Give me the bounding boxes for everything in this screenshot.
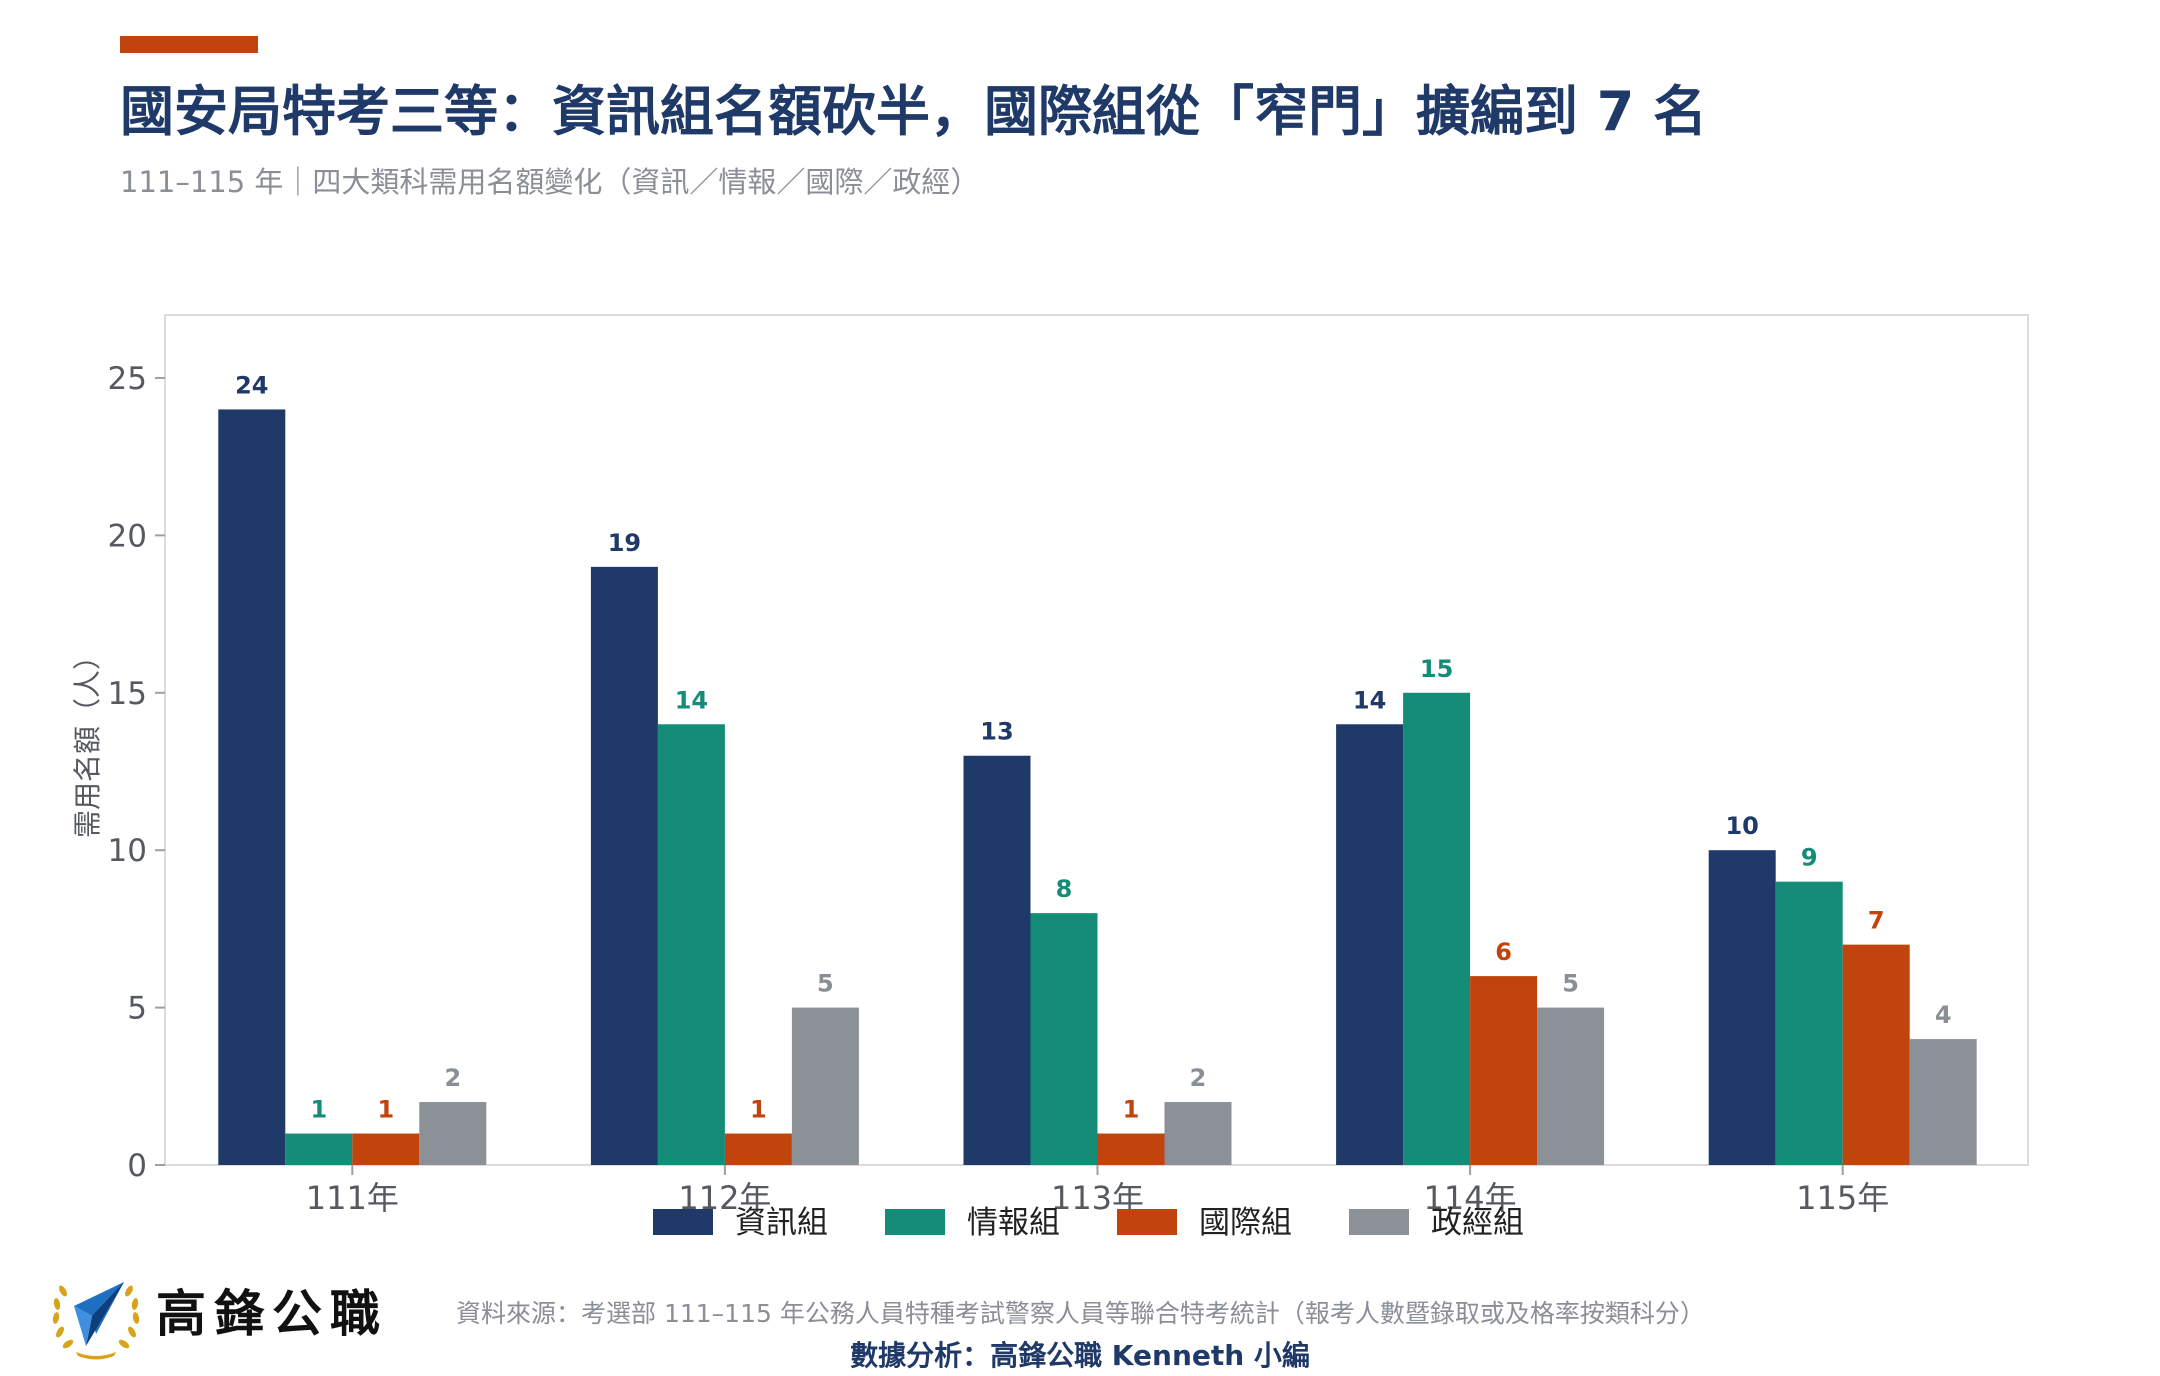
bar (724, 1133, 792, 1165)
bar (590, 566, 658, 1165)
bar (1775, 881, 1843, 1165)
legend-label: 情報組 (967, 1205, 1060, 1241)
bar-value-label: 19 (608, 529, 641, 557)
bar (657, 724, 725, 1165)
title-accent-bar (120, 36, 258, 53)
legend-label: 國際組 (1199, 1205, 1292, 1241)
bar-value-label: 13 (980, 718, 1013, 746)
bar-value-label: 5 (1562, 970, 1579, 998)
x-tick-label: 115年 (1796, 1179, 1889, 1217)
y-tick-label: 5 (127, 991, 147, 1027)
y-tick-label: 10 (108, 833, 147, 869)
legend-swatch (885, 1209, 945, 1235)
bar (1708, 850, 1776, 1165)
bar-value-label: 1 (310, 1096, 327, 1124)
bar-value-label: 5 (817, 970, 834, 998)
bar (218, 409, 286, 1165)
bar-value-label: 14 (1353, 686, 1386, 714)
bar-value-label: 2 (444, 1064, 461, 1092)
bar (1470, 976, 1538, 1165)
x-tick-label: 111年 (306, 1179, 399, 1217)
x-tick-label: 114年 (1424, 1179, 1517, 1217)
bar-value-label: 24 (235, 371, 268, 399)
brand-name: 高鋒公職 (156, 1285, 388, 1343)
bar-value-label: 15 (1420, 655, 1453, 683)
y-axis-label: 需用名額（人） (71, 642, 104, 838)
bar (1097, 1133, 1165, 1165)
data-source-note: 資料來源：考選部 111–115 年公務人員特種考試警察人員等聯合特考統計（報考… (456, 1299, 1705, 1328)
bar (791, 1007, 859, 1165)
legend-label: 政經組 (1431, 1205, 1524, 1241)
analysis-credit: 數據分析：高鋒公職 Kenneth 小編 (850, 1339, 1310, 1372)
legend-swatch (1117, 1209, 1177, 1235)
bar (352, 1133, 420, 1165)
bar-value-label: 1 (750, 1096, 767, 1124)
chart-title: 國安局特考三等：資訊組名額砍半，國際組從「窄門」擴編到 7 名 (120, 80, 1708, 143)
y-tick-label: 0 (127, 1148, 147, 1184)
y-tick-label: 25 (108, 361, 147, 397)
bar-value-label: 8 (1056, 875, 1073, 903)
y-tick-label: 20 (108, 518, 147, 554)
bar (1842, 944, 1910, 1165)
legend-swatch (653, 1209, 713, 1235)
bar (1164, 1102, 1232, 1165)
legend-label: 資訊組 (735, 1205, 828, 1241)
legend-swatch (1349, 1209, 1409, 1235)
bar (1336, 724, 1404, 1165)
bar-value-label: 2 (1190, 1064, 1207, 1092)
bar-value-label: 6 (1495, 938, 1512, 966)
bar-value-label: 1 (1123, 1096, 1140, 1124)
bar-value-label: 7 (1868, 907, 1885, 935)
bar-value-label: 14 (675, 686, 708, 714)
bar (1909, 1039, 1977, 1165)
bar (285, 1133, 353, 1165)
chart-subtitle: 111–115 年｜四大類科需用名額變化（資訊／情報／國際／政經） (120, 165, 980, 199)
bar (1403, 692, 1471, 1165)
bar-value-label: 4 (1935, 1001, 1952, 1029)
bar (419, 1102, 487, 1165)
paper-plane-laurel-icon (52, 1282, 140, 1360)
bar-value-label: 9 (1801, 844, 1818, 872)
bar (963, 755, 1031, 1165)
bar (1537, 1007, 1605, 1165)
bar-value-label: 10 (1725, 812, 1758, 840)
bar-value-label: 1 (377, 1096, 394, 1124)
bar (1030, 913, 1098, 1165)
y-tick-label: 15 (108, 676, 147, 712)
